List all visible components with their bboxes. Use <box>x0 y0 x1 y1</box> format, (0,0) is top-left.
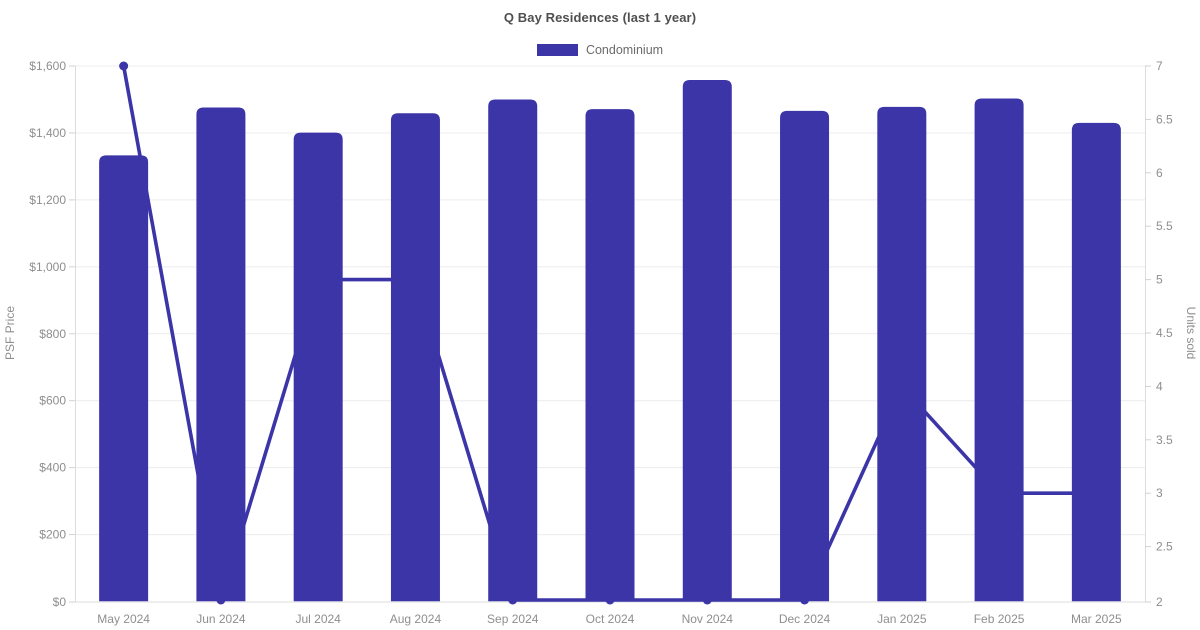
bar[interactable] <box>780 110 830 602</box>
left-tick-label: $1,200 <box>29 193 66 207</box>
chart-title: Q Bay Residences (last 1 year) <box>503 10 697 25</box>
x-tick-label: Feb 2025 <box>974 612 1025 626</box>
x-tick-label: Oct 2024 <box>586 612 635 626</box>
left-tick-label: $800 <box>39 327 66 341</box>
bar[interactable] <box>974 98 1024 602</box>
right-tick-label: 6.5 <box>1156 112 1173 126</box>
bar[interactable] <box>1071 122 1121 602</box>
left-tick-label: $600 <box>39 394 66 408</box>
right-tick-label: 4 <box>1156 379 1163 393</box>
x-tick-label: Mar 2025 <box>1071 612 1122 626</box>
bar[interactable] <box>585 109 635 602</box>
x-tick-label: Nov 2024 <box>682 612 734 626</box>
right-tick-label: 3.5 <box>1156 433 1173 447</box>
bar[interactable] <box>877 106 927 602</box>
x-tick-label: Jan 2025 <box>877 612 927 626</box>
right-tick-label: 5 <box>1156 273 1163 287</box>
right-tick-label: 3 <box>1156 486 1163 500</box>
bar[interactable] <box>293 132 343 602</box>
right-tick-label: 6 <box>1156 166 1163 180</box>
x-tick-label: Aug 2024 <box>390 612 442 626</box>
x-tick-label: Jun 2024 <box>196 612 246 626</box>
line-point[interactable] <box>119 61 129 71</box>
bar[interactable] <box>99 155 149 602</box>
right-tick-label: 7 <box>1156 59 1163 73</box>
legend-label: Condominium <box>585 43 664 57</box>
right-axis-title: Units sold <box>1184 307 1198 360</box>
x-tick-label: Jul 2024 <box>295 612 341 626</box>
bar[interactable] <box>488 99 538 602</box>
right-tick-label: 5.5 <box>1156 219 1173 233</box>
legend-item-condominium[interactable]: Condominium <box>0 43 1200 57</box>
left-tick-label: $1,600 <box>29 59 66 73</box>
left-tick-label: $0 <box>53 595 67 609</box>
bar[interactable] <box>682 80 732 602</box>
right-tick-label: 2.5 <box>1156 540 1173 554</box>
left-tick-label: $1,000 <box>29 260 66 274</box>
bar[interactable] <box>196 107 246 602</box>
left-axis-title: PSF Price <box>3 306 17 360</box>
x-tick-label: Dec 2024 <box>779 612 831 626</box>
x-tick-label: Sep 2024 <box>487 612 539 626</box>
legend-swatch <box>536 44 578 56</box>
left-tick-label: $1,400 <box>29 126 66 140</box>
right-tick-label: 4.5 <box>1156 326 1173 340</box>
left-tick-label: $200 <box>39 528 66 542</box>
x-tick-label: May 2024 <box>97 612 150 626</box>
bar[interactable] <box>390 113 440 602</box>
left-tick-label: $400 <box>39 461 66 475</box>
right-tick-label: 2 <box>1156 595 1163 609</box>
